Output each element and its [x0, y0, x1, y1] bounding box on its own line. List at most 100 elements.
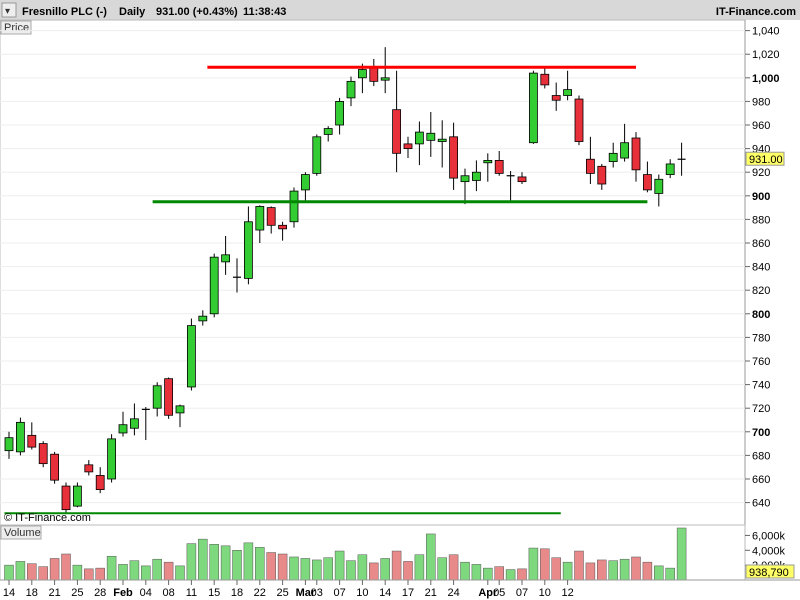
candle-body	[517, 176, 527, 183]
candle-body	[266, 207, 276, 226]
candle-body	[289, 190, 299, 223]
candle-body	[586, 158, 595, 174]
price-tick-label: 860	[752, 238, 770, 250]
candle-body	[494, 160, 504, 174]
volume-bar	[266, 552, 276, 581]
price-grid	[0, 30, 745, 504]
volume-tick-label: 6,000k	[752, 530, 786, 542]
price-tick-label: 1,040	[752, 26, 780, 38]
price-tick-label: 880	[752, 214, 770, 226]
last-volume-tag-text: 938,790	[749, 567, 789, 579]
volume-bar	[505, 569, 516, 581]
candle-body	[4, 437, 14, 452]
date-tick-label: 21	[48, 587, 60, 599]
date-tick-label: 14	[379, 587, 391, 599]
price-tick-label: 660	[752, 474, 770, 486]
volume-bar	[551, 557, 561, 581]
volume-bar	[186, 543, 197, 581]
date-tick-label: 22	[254, 587, 266, 599]
price-axis-area	[745, 20, 800, 525]
volume-bar	[403, 561, 413, 581]
candle-body	[27, 434, 37, 448]
date-tick-label: 07	[516, 587, 528, 599]
volume-bar	[198, 538, 208, 581]
price-tick-label: 900	[752, 191, 770, 203]
volume-bar	[220, 545, 231, 581]
candle-body	[118, 424, 128, 434]
candle-body	[15, 421, 25, 453]
volume-bar	[118, 564, 128, 581]
volume-bar	[4, 564, 14, 581]
instrument-name: Fresnillo PLC (-)	[22, 6, 107, 18]
volume-bar	[528, 547, 539, 581]
candle-body	[335, 101, 345, 126]
volume-bar	[300, 558, 311, 581]
price-panel-label: Price	[4, 22, 29, 34]
candle-body	[164, 378, 174, 416]
date-tick-label: 10	[539, 587, 551, 599]
candle-body	[255, 206, 265, 231]
volume-bar	[255, 547, 265, 581]
volume-bar	[175, 565, 185, 581]
volume-bar	[95, 567, 105, 581]
candle-body	[346, 80, 356, 99]
volume-bar	[209, 544, 219, 581]
price-tick-label: 820	[752, 285, 770, 297]
candles	[4, 47, 686, 514]
candle-body	[221, 254, 231, 263]
date-tick-label: Mar	[296, 587, 316, 599]
date-tick-label: 04	[140, 587, 152, 599]
price-tick-label: 760	[752, 356, 770, 368]
date-tick-label: 05	[493, 587, 505, 599]
volume-bar	[369, 562, 379, 581]
volume-panel-label: Volume	[4, 527, 41, 539]
volume-bar	[323, 557, 333, 581]
candle-body	[380, 77, 390, 81]
price-tick-label: 640	[752, 498, 770, 510]
date-tick-label: 07	[333, 587, 345, 599]
volume-bar	[414, 554, 425, 581]
candle-body	[403, 143, 413, 150]
price-axis-ticks: 640 660 680 700 720 740 760 780 800 820 840 860 880 9…	[745, 26, 780, 510]
date-tick-label: 15	[208, 587, 220, 599]
candle-body	[540, 73, 550, 86]
price-tick-label: 1,020	[752, 49, 780, 61]
chevron-down-icon: ▾	[5, 6, 10, 17]
price-panel	[0, 19, 746, 526]
last-price-tag	[745, 151, 785, 166]
candle-body	[608, 152, 618, 162]
date-tick-label: Feb	[113, 587, 133, 599]
price-tick-label: 720	[752, 403, 770, 415]
brand-label: IT-Finance.com	[716, 6, 796, 18]
date-tick-label: 24	[447, 587, 459, 599]
candle-body	[426, 132, 436, 141]
price-tick-label: 680	[752, 450, 770, 462]
volume-bar	[277, 553, 288, 581]
volume-bar	[61, 553, 71, 581]
volume-bar	[437, 557, 447, 581]
date-tick-label: 10	[356, 587, 368, 599]
candle-body	[209, 256, 219, 315]
date-tick-label: 25	[71, 587, 83, 599]
candle-body	[312, 136, 322, 174]
volume-bar	[346, 560, 356, 581]
quote-time: 11:38:43	[243, 6, 286, 18]
header-dropdown-button[interactable]	[1, 2, 17, 18]
date-axis	[0, 580, 800, 600]
candle-body	[107, 438, 116, 480]
volume-bar	[448, 554, 459, 581]
trendlines	[4, 65, 648, 515]
volume-bar	[608, 560, 618, 581]
candle-body	[483, 160, 493, 164]
candle-body	[152, 385, 162, 409]
volume-bar	[84, 568, 94, 581]
date-tick-label: 03	[311, 587, 323, 599]
volume-bar	[642, 561, 653, 581]
volume-bar	[654, 565, 664, 581]
volume-bar	[163, 561, 174, 581]
candle-body	[95, 475, 105, 491]
price-tick-label: 960	[752, 120, 770, 132]
date-tick-label: 17	[402, 587, 414, 599]
candle-body	[38, 443, 48, 465]
